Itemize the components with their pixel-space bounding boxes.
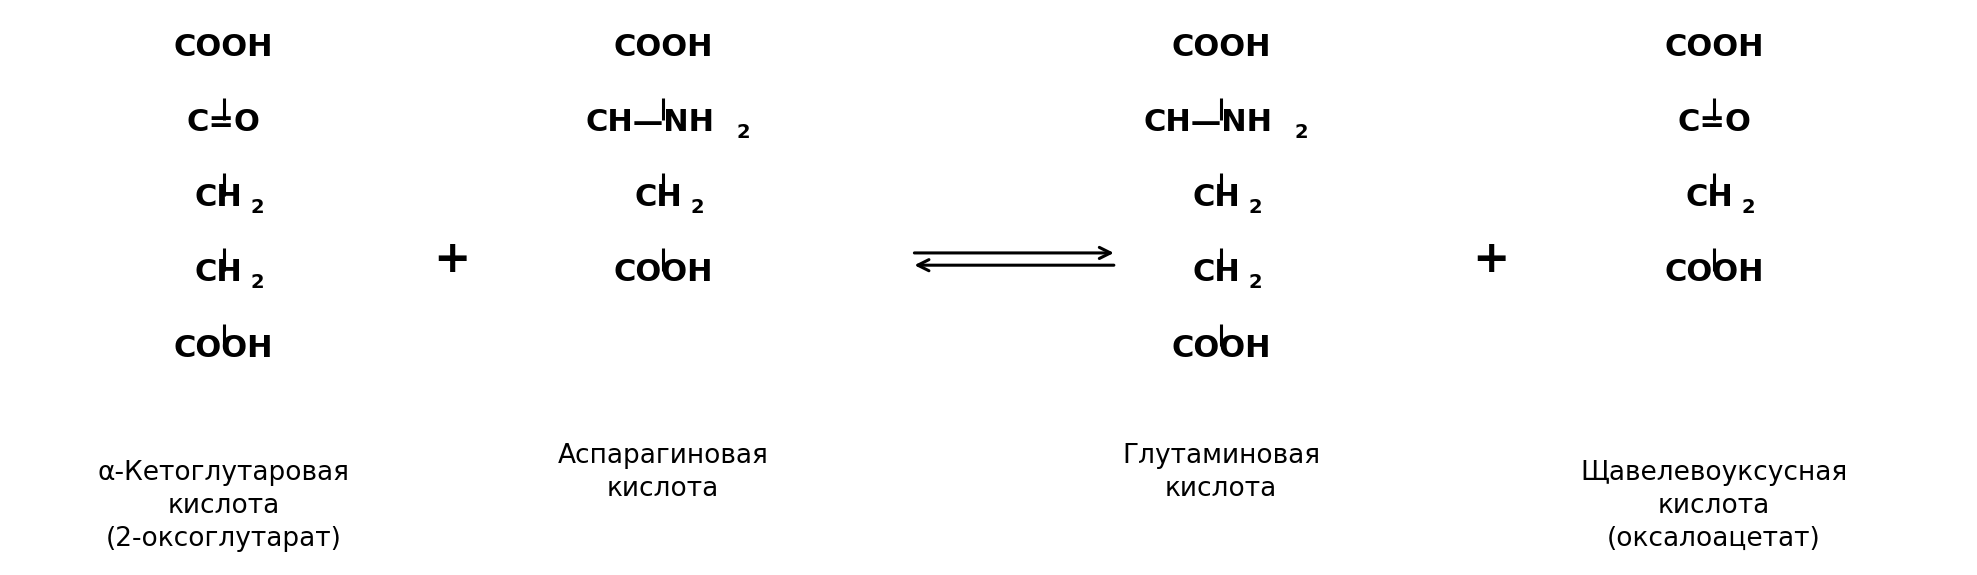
- Text: 2: 2: [1295, 122, 1309, 141]
- Text: Глутаминовая
кислота: Глутаминовая кислота: [1123, 443, 1321, 502]
- Text: COOH: COOH: [613, 33, 714, 62]
- Text: C=O: C=O: [1676, 108, 1752, 137]
- Text: CH: CH: [1192, 183, 1240, 212]
- Text: α-Кетоглутаровая
кислота
(2-оксоглутарат): α-Кетоглутаровая кислота (2-оксоглутарат…: [97, 459, 350, 551]
- Text: C=O: C=O: [186, 108, 261, 137]
- Text: CH: CH: [196, 259, 243, 288]
- Text: 2: 2: [1742, 198, 1756, 217]
- Text: Аспарагиновая
кислота: Аспарагиновая кислота: [558, 443, 769, 502]
- Text: 2: 2: [251, 198, 265, 217]
- Text: 2: 2: [735, 122, 749, 141]
- Text: 2: 2: [690, 198, 704, 217]
- Text: 2: 2: [1247, 273, 1261, 292]
- Text: Щавелевоуксусная
кислота
(оксалоацетат): Щавелевоуксусная кислота (оксалоацетат): [1580, 459, 1848, 551]
- Text: CH: CH: [196, 183, 243, 212]
- Text: CH: CH: [635, 183, 682, 212]
- Text: 2: 2: [1247, 198, 1261, 217]
- Text: CH: CH: [1684, 183, 1734, 212]
- Text: COOH: COOH: [1172, 33, 1271, 62]
- Text: COOH: COOH: [174, 334, 273, 363]
- Text: +: +: [433, 237, 471, 281]
- Text: COOH: COOH: [1172, 334, 1271, 363]
- Text: +: +: [1473, 237, 1510, 281]
- Text: COOH: COOH: [613, 259, 714, 288]
- Text: CH: CH: [1192, 259, 1240, 288]
- Text: CH—NH: CH—NH: [585, 108, 714, 137]
- Text: COOH: COOH: [174, 33, 273, 62]
- Text: COOH: COOH: [1665, 259, 1763, 288]
- Text: 2: 2: [251, 273, 265, 292]
- Text: CH—NH: CH—NH: [1143, 108, 1273, 137]
- Text: COOH: COOH: [1665, 33, 1763, 62]
